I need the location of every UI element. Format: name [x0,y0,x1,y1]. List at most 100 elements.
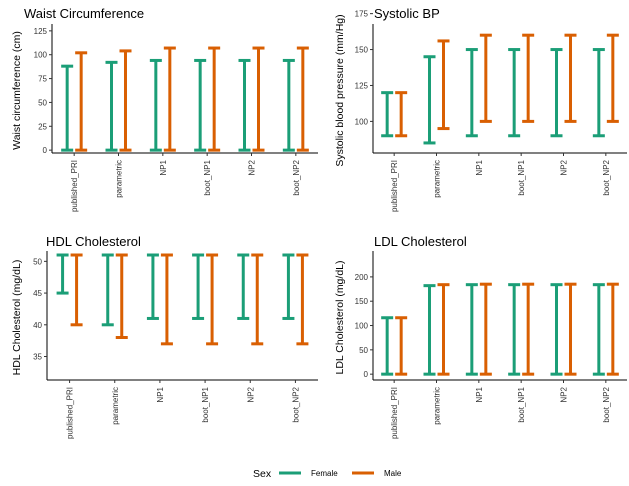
ldl-errorbars [381,282,619,376]
panel-systolic: Systolic BP Systolic blood pressure (mm/H… [334,6,627,212]
hdl-errorbar-male [206,253,219,346]
hdl-errorbar-female [101,253,114,327]
waist-errorbar-male [163,46,176,152]
waist-x-tick-label: published_PRI [70,160,79,212]
hdl-errorbar-male [251,253,264,346]
waist-y-tick-label: 50 [38,98,47,107]
waist-x-tick-label: NP2 [248,159,257,175]
ldl-x-tick-label: published_PRI [390,387,399,439]
ldl-x-tick-label: boot_NP1 [517,386,526,422]
hdl-title: HDL Cholesterol [46,234,141,249]
ldl-errorbar-male [522,282,535,376]
ldl-errorbar-female [550,283,563,376]
hdl-x-tick-label: parametric [111,387,120,425]
hdl-errorbar-male [115,253,128,339]
waist-errorbars [61,46,309,152]
systolic-x-tick-label: boot_NP1 [517,159,526,195]
waist-x-tick-label: boot_NP2 [292,159,301,195]
waist-title: Waist Circumference [24,6,144,21]
ldl-y-tick-label: 100 [355,322,369,331]
hdl-x-tick-label: NP2 [246,386,255,402]
waist-errorbar-female [282,58,295,152]
legend-label-female: Female [311,469,338,478]
hdl-errorbars [56,253,309,346]
waist-y-axis-label: Waist circumference (cm) [11,31,23,150]
hdl-errorbar-male [70,253,83,327]
ldl-title: LDL Cholesterol [374,234,467,249]
waist-y-tick-label: 25 [38,122,47,131]
ldl-errorbar-male [479,282,492,376]
ldl-x-tick-label: boot_NP2 [602,386,611,422]
waist-errorbar-female [61,64,74,152]
hdl-errorbar-female [282,253,295,320]
systolic-x-tick-label: NP2 [560,159,569,175]
systolic-errorbar-female [508,48,521,138]
waist-y-tick-label: 0 [43,146,48,155]
systolic-errorbar-male [564,33,577,123]
ldl-errorbar-male [395,316,408,376]
systolic-errorbar-female [381,91,394,138]
hdl-y-tick-label: 45 [33,289,42,298]
legend-title: Sex [253,468,272,480]
systolic-x-tick-label: parametric [433,160,442,198]
hdl-y-tick-label: 35 [33,353,42,362]
systolic-errorbar-male [437,39,450,131]
systolic-errorbar-male [479,33,492,123]
waist-x-tick-label: boot_NP1 [203,159,212,195]
systolic-title: Systolic BP [374,6,440,21]
systolic-y-tick-label: 125 [355,81,369,90]
systolic-y-tick-label: 100 [355,117,369,126]
systolic-y-axis-label: Systolic blood pressure (mm/Hg) [334,14,346,166]
systolic-errorbar-male [522,33,535,123]
waist-y-tick-label: 75 [38,75,47,84]
ldl-errorbar-male [564,282,577,376]
hdl-errorbar-female [192,253,205,320]
systolic-errorbar-female [423,55,436,145]
ldl-errorbar-female [592,283,605,376]
waist-y-tick-label: 100 [34,51,48,60]
waist-y-tick-label: 125 [34,27,48,36]
ldl-errorbar-female [423,284,436,376]
ldl-errorbar-female [381,316,394,376]
ldl-errorbar-female [508,283,521,376]
waist-errorbar-female [194,58,207,152]
ldl-errorbar-male [606,282,619,376]
systolic-x-tick-label: NP1 [475,159,484,175]
ldl-y-axis-label: LDL Cholesterol (mg/dL) [334,261,346,375]
systolic-x-tick-label: boot_NP2 [602,159,611,195]
hdl-y-tick-label: 40 [33,321,42,330]
waist-x-tick-label: parametric [115,160,124,198]
hdl-x-tick-label: published_PRI [66,387,75,439]
hdl-x-tick-label: NP1 [156,386,165,402]
ldl-y-tick-label: 0 [364,370,369,379]
legend-label-male: Male [384,469,402,478]
waist-errorbar-female [105,60,118,152]
legend: Sex Female Male [253,468,402,480]
ldl-y-tick-label: 50 [359,346,368,355]
waist-x-tick-label: NP1 [159,159,168,175]
hdl-y-axis-label: HDL Cholesterol (mg/dL) [11,260,23,376]
hdl-x-tick-label: boot_NP1 [201,386,210,422]
hdl-y-tick-label: 50 [33,257,42,266]
waist-errorbar-male [296,46,309,152]
waist-errorbar-male [208,46,221,152]
systolic-errorbar-male [395,91,408,138]
waist-errorbar-female [238,58,251,152]
ldl-x-tick-label: NP2 [560,386,569,402]
ldl-y-tick-label: 150 [355,297,369,306]
hdl-errorbar-female [56,253,69,295]
waist-errorbar-male [75,51,88,152]
hdl-errorbar-female [237,253,250,320]
systolic-y-tick-label: 175 [355,10,369,19]
systolic-y-tick-label: 150 [355,46,369,55]
systolic-errorbar-female [592,48,605,138]
panel-ldl: LDL Cholesterol LDL Cholesterol (mg/dL) 0 5… [334,234,627,439]
ldl-errorbar-female [465,283,478,376]
systolic-errorbar-male [606,33,619,123]
hdl-errorbar-male [296,253,309,346]
ldl-errorbar-male [437,283,450,376]
systolic-errorbars [381,33,619,145]
hdl-errorbar-female [146,253,159,320]
